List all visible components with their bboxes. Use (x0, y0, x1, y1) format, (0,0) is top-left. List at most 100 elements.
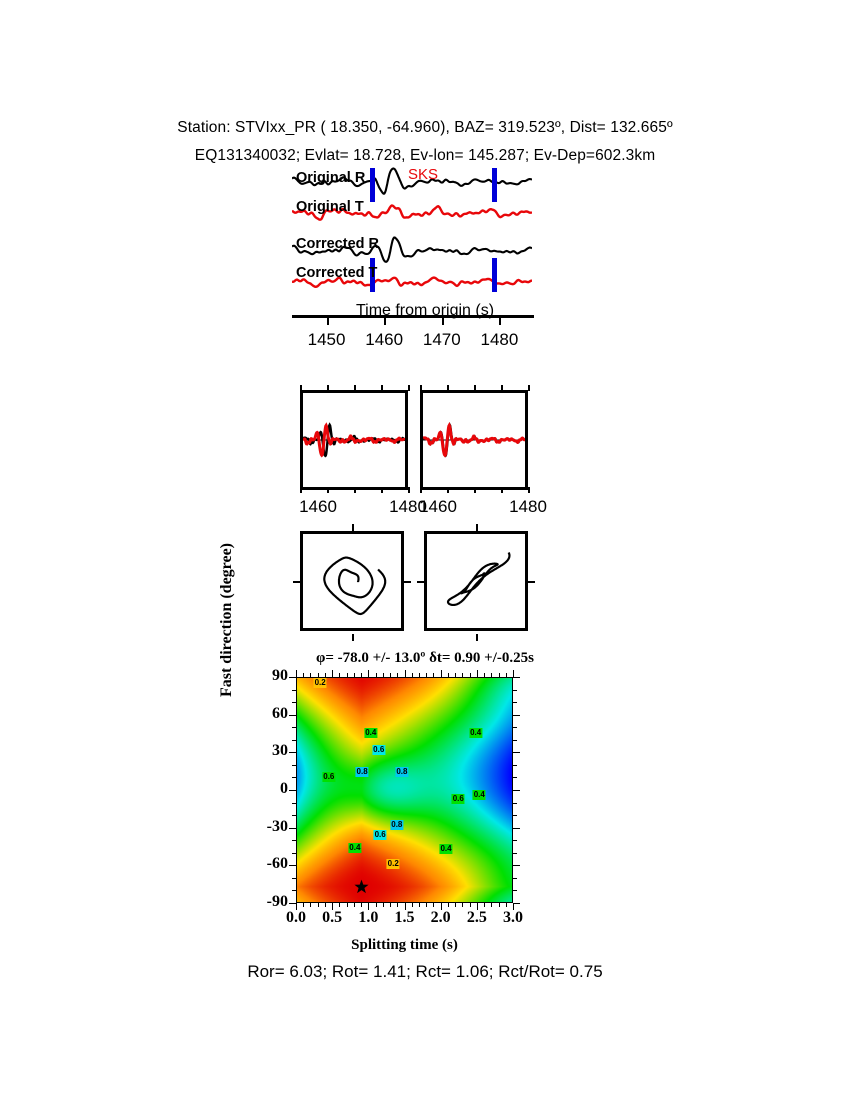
y-tick (513, 777, 517, 779)
y-tick-label-30: 30 (272, 742, 288, 760)
comparison-tick (327, 487, 329, 493)
x-tick (346, 673, 348, 677)
contour-label-0-2: 0.2 (313, 678, 327, 689)
x-tick (303, 673, 305, 677)
event-info-line: EQ131340032; Evlat= 18.728, Ev-lon= 145.… (194, 147, 656, 164)
y-tick-label-0: 0 (280, 780, 288, 797)
contour-label-0-4: 0.4 (472, 789, 486, 800)
contour-label-0-4: 0.4 (469, 728, 483, 739)
y-tick (289, 790, 296, 791)
x-tick (505, 903, 507, 907)
x-tick (447, 903, 449, 907)
comparison-tick (300, 487, 302, 493)
x-tick-label-3-0: 3.0 (503, 909, 523, 926)
station-info-line: Station: STVIxx_PR ( 18.350, -64.960), B… (177, 119, 673, 136)
best-solution-star-marker (354, 879, 369, 894)
x-tick (296, 903, 297, 910)
trace-label-corrected-r: Corrected R (296, 236, 379, 252)
y-axis-title: Fast direction (degree) (218, 542, 235, 698)
contour-label-0-4: 0.4 (348, 842, 362, 853)
x-tick (390, 903, 392, 907)
x-tick (462, 673, 464, 677)
hodogram-axis-stub (476, 634, 478, 641)
y-tick (513, 702, 517, 704)
comparison-tick (528, 385, 530, 391)
y-tick (292, 877, 296, 879)
y-tick-label-60: 60 (272, 704, 288, 722)
y-tick (289, 752, 296, 754)
x-tick (296, 670, 297, 677)
comparison-tick (528, 487, 530, 493)
y-tick (513, 877, 517, 879)
comparison-tick (474, 385, 476, 391)
x-tick (353, 903, 355, 907)
x-tick (418, 903, 420, 907)
x-tick-label-0-0: 0.0 (286, 909, 306, 926)
y-tick (513, 790, 520, 791)
contour-label-0-6: 0.6 (451, 793, 465, 804)
comparison-tick (381, 487, 383, 493)
comparison-tick (408, 385, 410, 391)
y-tick (513, 903, 520, 904)
x-tick (469, 673, 471, 677)
x-tick-label-1-0: 1.0 (358, 909, 379, 926)
fast-slow-traces-uncorrected (303, 422, 405, 458)
y-tick-label--60: -60 (266, 855, 288, 873)
x-tick (361, 673, 363, 677)
x-tick (411, 903, 413, 907)
x-tick (368, 903, 370, 910)
x-tick (411, 673, 413, 677)
y-tick (513, 827, 520, 829)
y-tick (513, 764, 517, 766)
cmp-left-tick-1460: 1460 (299, 497, 337, 516)
y-tick (289, 827, 296, 829)
comparison-tick (501, 487, 503, 493)
contour-label-0-8: 0.8 (390, 819, 404, 830)
time-tick-label-1470: 1470 (422, 330, 461, 349)
time-tick-label-1460: 1460 (365, 330, 404, 349)
x-tick (484, 673, 486, 677)
contour-label-0-6: 0.6 (372, 744, 386, 755)
time-tick (384, 315, 387, 325)
x-tick (440, 670, 442, 677)
x-tick (404, 903, 406, 910)
cmp-right-tick-1480: 1480 (509, 497, 547, 516)
y-tick (289, 677, 296, 678)
x-tick (491, 903, 493, 907)
y-tick (513, 752, 520, 754)
comparison-tick (501, 385, 503, 391)
hodogram-elliptical (323, 556, 387, 616)
y-tick (292, 840, 296, 842)
waveform-comparison-panel-corrected (420, 390, 528, 490)
hodogram-axis-stub (417, 581, 424, 583)
x-tick (303, 903, 305, 907)
x-tick (433, 903, 435, 907)
contour-label-0-6: 0.6 (373, 829, 387, 840)
time-tick (441, 315, 444, 325)
hodogram-axis-stub (476, 524, 478, 531)
x-tick (476, 903, 478, 910)
comparison-tick (354, 487, 356, 493)
comparison-tick (420, 385, 422, 391)
time-tick-label-1450: 1450 (307, 330, 346, 349)
y-tick (513, 815, 517, 817)
y-tick (513, 714, 520, 716)
y-tick (289, 714, 296, 716)
comparison-tick (447, 487, 449, 493)
comparison-tick (327, 385, 329, 391)
sks-phase-label: SKS (408, 166, 439, 183)
y-tick (289, 865, 296, 867)
x-tick (317, 903, 319, 907)
y-tick (513, 727, 517, 729)
x-tick (513, 903, 514, 910)
y-tick (292, 764, 296, 766)
y-tick (292, 727, 296, 729)
x-tick (484, 903, 486, 907)
x-tick (346, 903, 348, 907)
comparison-tick (408, 487, 410, 493)
x-tick (353, 673, 355, 677)
x-tick (361, 903, 363, 907)
time-axis-line (292, 315, 534, 318)
hodogram-axis-stub (293, 581, 300, 583)
particle-motion-before-correction (300, 531, 404, 631)
